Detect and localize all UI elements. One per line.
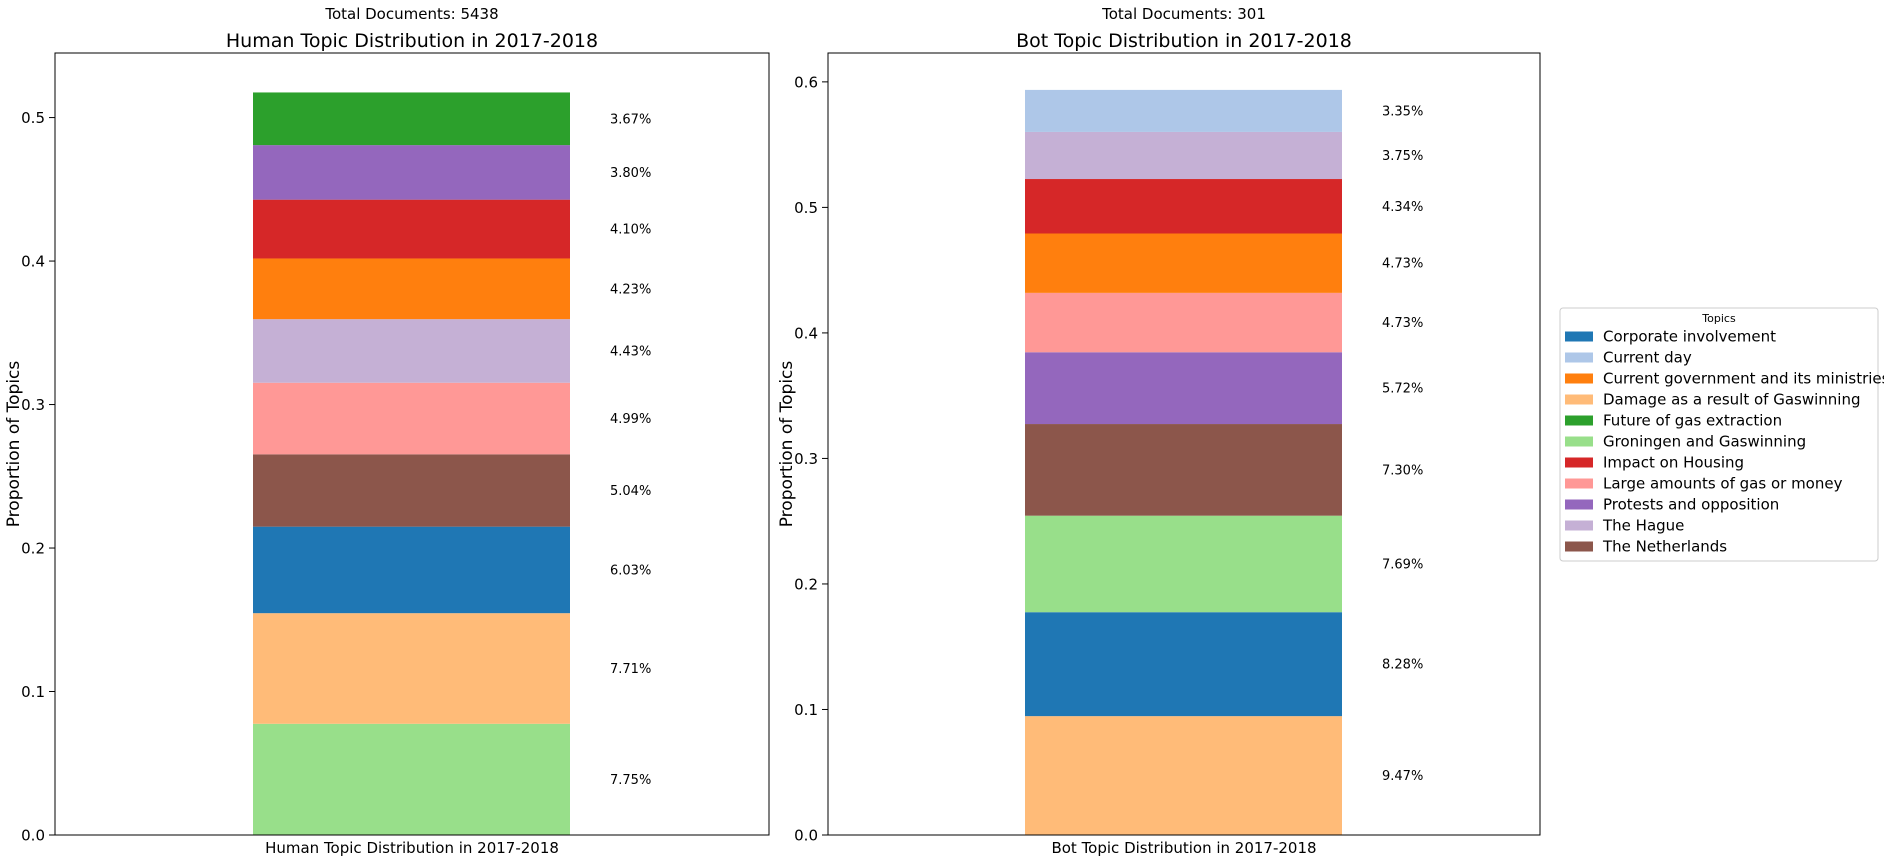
legend-items: Corporate involvement Current day Current … bbox=[1565, 328, 1884, 556]
legend-swatch-the-hague bbox=[1565, 520, 1593, 531]
bot-percent-label: 4.73% bbox=[1382, 316, 1423, 331]
legend-swatch-the-netherlands bbox=[1565, 541, 1593, 552]
human-bar-segment-the-netherlands bbox=[253, 454, 570, 527]
human-y-tick-label: 0.5 bbox=[21, 109, 45, 127]
human-percent-label: 4.99% bbox=[610, 412, 651, 427]
bot-percent-label: 3.35% bbox=[1382, 104, 1423, 119]
legend-title: Topics bbox=[1701, 312, 1736, 325]
legend-swatch-impact-on-housing bbox=[1565, 457, 1593, 468]
bot-percent-label: 8.28% bbox=[1382, 658, 1423, 673]
human-bar-segment-impact-on-housing bbox=[253, 199, 570, 259]
bot-y-tick-label: 0.4 bbox=[794, 324, 818, 342]
legend-swatch-current-day bbox=[1565, 352, 1593, 363]
human-percent-label: 4.23% bbox=[610, 282, 651, 297]
human-y-tick-label: 0.4 bbox=[21, 253, 45, 271]
bot-bar-segment-corporate-involvement bbox=[1025, 612, 1342, 717]
bot-chart-title: Bot Topic Distribution in 2017-2018 bbox=[1016, 30, 1352, 52]
legend-swatch-current-government-and-its-ministries bbox=[1565, 373, 1593, 384]
bot-percent-label: 9.47% bbox=[1382, 769, 1423, 784]
human-percent-label: 3.67% bbox=[610, 112, 651, 127]
legend-swatch-large-amounts-of-gas-or-money bbox=[1565, 478, 1593, 489]
bot-y-tick-label: 0.5 bbox=[794, 199, 818, 217]
human-bar-segment-current-government-and-its-ministries bbox=[253, 258, 570, 320]
human-y-ticks: 0.0 0.1 0.2 0.3 0.4 0.5 bbox=[21, 109, 55, 845]
human-chart-panel: Total Documents: 5438 Human Topic Distri… bbox=[4, 5, 770, 857]
bot-percent-labels: 9.47% 8.28% 7.69% 7.30% 5.72% 4.73% 4.73% 4.34%… bbox=[1382, 104, 1423, 784]
bot-bar-segment-the-netherlands bbox=[1025, 424, 1342, 516]
legend-label-corporate-involvement: Corporate involvement bbox=[1603, 328, 1776, 346]
bot-percent-label: 4.73% bbox=[1382, 257, 1423, 272]
human-bar-segment-future-of-gas-extraction bbox=[253, 92, 570, 146]
bot-plot-frame bbox=[827, 52, 1541, 836]
legend-label-the-netherlands: The Netherlands bbox=[1602, 538, 1727, 556]
bot-y-tick-label: 0.6 bbox=[794, 73, 818, 91]
human-percent-label: 3.80% bbox=[610, 166, 651, 181]
bot-bar-segment-the-hague bbox=[1025, 131, 1342, 180]
human-percent-label: 7.75% bbox=[610, 773, 651, 788]
bot-stacked-bar bbox=[1025, 89, 1342, 835]
bot-x-axis-label: Bot Topic Distribution in 2017-2018 bbox=[1051, 839, 1316, 857]
legend-label-the-hague: The Hague bbox=[1602, 517, 1684, 535]
bot-percent-label: 7.69% bbox=[1382, 557, 1423, 572]
human-bar-segment-groningen-and-gaswinning bbox=[253, 723, 570, 835]
bot-bar-segment-large-amounts-of-gas-or-money bbox=[1025, 292, 1342, 353]
legend-swatch-future-of-gas-extraction bbox=[1565, 415, 1593, 426]
human-y-tick-label: 0.2 bbox=[21, 540, 45, 558]
legend-label-damage-as-a-result-of-gaswinning: Damage as a result of Gaswinning bbox=[1603, 391, 1861, 409]
bot-chart-panel: Total Documents: 301 Bot Topic Distribut… bbox=[777, 5, 1541, 857]
bot-bar-segment-current-government-and-its-ministries bbox=[1025, 233, 1342, 293]
bot-percent-label: 4.34% bbox=[1382, 200, 1423, 215]
bot-bar-segment-damage-as-a-result-of-gaswinning bbox=[1025, 716, 1342, 835]
human-y-tick-label: 0.0 bbox=[21, 827, 45, 845]
bot-y-tick-label: 0.1 bbox=[794, 701, 818, 719]
bot-bar-segment-groningen-and-gaswinning bbox=[1025, 515, 1342, 613]
bot-bar-segment-current-day bbox=[1025, 89, 1342, 132]
legend-label-future-of-gas-extraction: Future of gas extraction bbox=[1603, 412, 1782, 430]
human-percent-labels: 7.75% 7.71% 6.03% 5.04% 4.99% 4.43% 4.23% 4.10%… bbox=[610, 112, 651, 788]
human-percent-label: 5.04% bbox=[610, 484, 651, 499]
human-bar-segment-protests-and-opposition bbox=[253, 145, 570, 200]
human-percent-label: 4.10% bbox=[610, 223, 651, 238]
bot-percent-label: 5.72% bbox=[1382, 382, 1423, 397]
human-bar-segment-large-amounts-of-gas-or-money bbox=[253, 382, 570, 455]
legend-frame bbox=[1559, 307, 1879, 562]
human-plot-frame bbox=[54, 52, 770, 836]
human-total-documents: Total Documents: 5438 bbox=[324, 5, 498, 23]
legend-label-large-amounts-of-gas-or-money: Large amounts of gas or money bbox=[1603, 475, 1843, 493]
human-y-axis-label: Proportion of Topics bbox=[4, 361, 24, 528]
legend-label-current-day: Current day bbox=[1603, 349, 1692, 367]
legend-label-groningen-and-gaswinning: Groningen and Gaswinning bbox=[1603, 433, 1806, 451]
human-percent-label: 4.43% bbox=[610, 344, 651, 359]
human-y-tick-label: 0.3 bbox=[21, 396, 45, 414]
legend-swatch-corporate-involvement bbox=[1565, 331, 1593, 342]
legend-label-current-government-and-its-ministries: Current government and its ministries bbox=[1603, 370, 1884, 388]
legend-label-impact-on-housing: Impact on Housing bbox=[1603, 454, 1744, 472]
bot-y-tick-label: 0.3 bbox=[794, 450, 818, 468]
bot-bar-segment-impact-on-housing bbox=[1025, 179, 1342, 234]
human-stacked-bar bbox=[253, 92, 570, 835]
human-chart-title: Human Topic Distribution in 2017-2018 bbox=[226, 30, 598, 52]
bot-y-tick-label: 0.0 bbox=[794, 827, 818, 845]
bot-bar-segment-protests-and-opposition bbox=[1025, 352, 1342, 425]
human-percent-label: 7.71% bbox=[610, 662, 651, 677]
legend-swatch-protests-and-opposition bbox=[1565, 499, 1593, 510]
bot-y-tick-label: 0.2 bbox=[794, 575, 818, 593]
legend-label-protests-and-opposition: Protests and opposition bbox=[1603, 496, 1779, 514]
bot-y-axis-label: Proportion of Topics bbox=[777, 361, 797, 528]
legend-swatch-groningen-and-gaswinning bbox=[1565, 436, 1593, 447]
bot-percent-label: 3.75% bbox=[1382, 149, 1423, 164]
bot-percent-label: 7.30% bbox=[1382, 463, 1423, 478]
legend-swatch-damage-as-a-result-of-gaswinning bbox=[1565, 394, 1593, 405]
bot-total-documents: Total Documents: 301 bbox=[1101, 5, 1266, 23]
human-bar-segment-corporate-involvement bbox=[253, 526, 570, 614]
human-bar-segment-the-hague bbox=[253, 319, 570, 383]
human-x-axis-label: Human Topic Distribution in 2017-2018 bbox=[265, 839, 559, 857]
human-bar-segment-damage-as-a-result-of-gaswinning bbox=[253, 613, 570, 724]
bot-y-ticks: 0.0 0.1 0.2 0.3 0.4 0.5 0.6 bbox=[794, 73, 828, 845]
human-percent-label: 6.03% bbox=[610, 563, 651, 578]
human-y-tick-label: 0.1 bbox=[21, 683, 45, 701]
